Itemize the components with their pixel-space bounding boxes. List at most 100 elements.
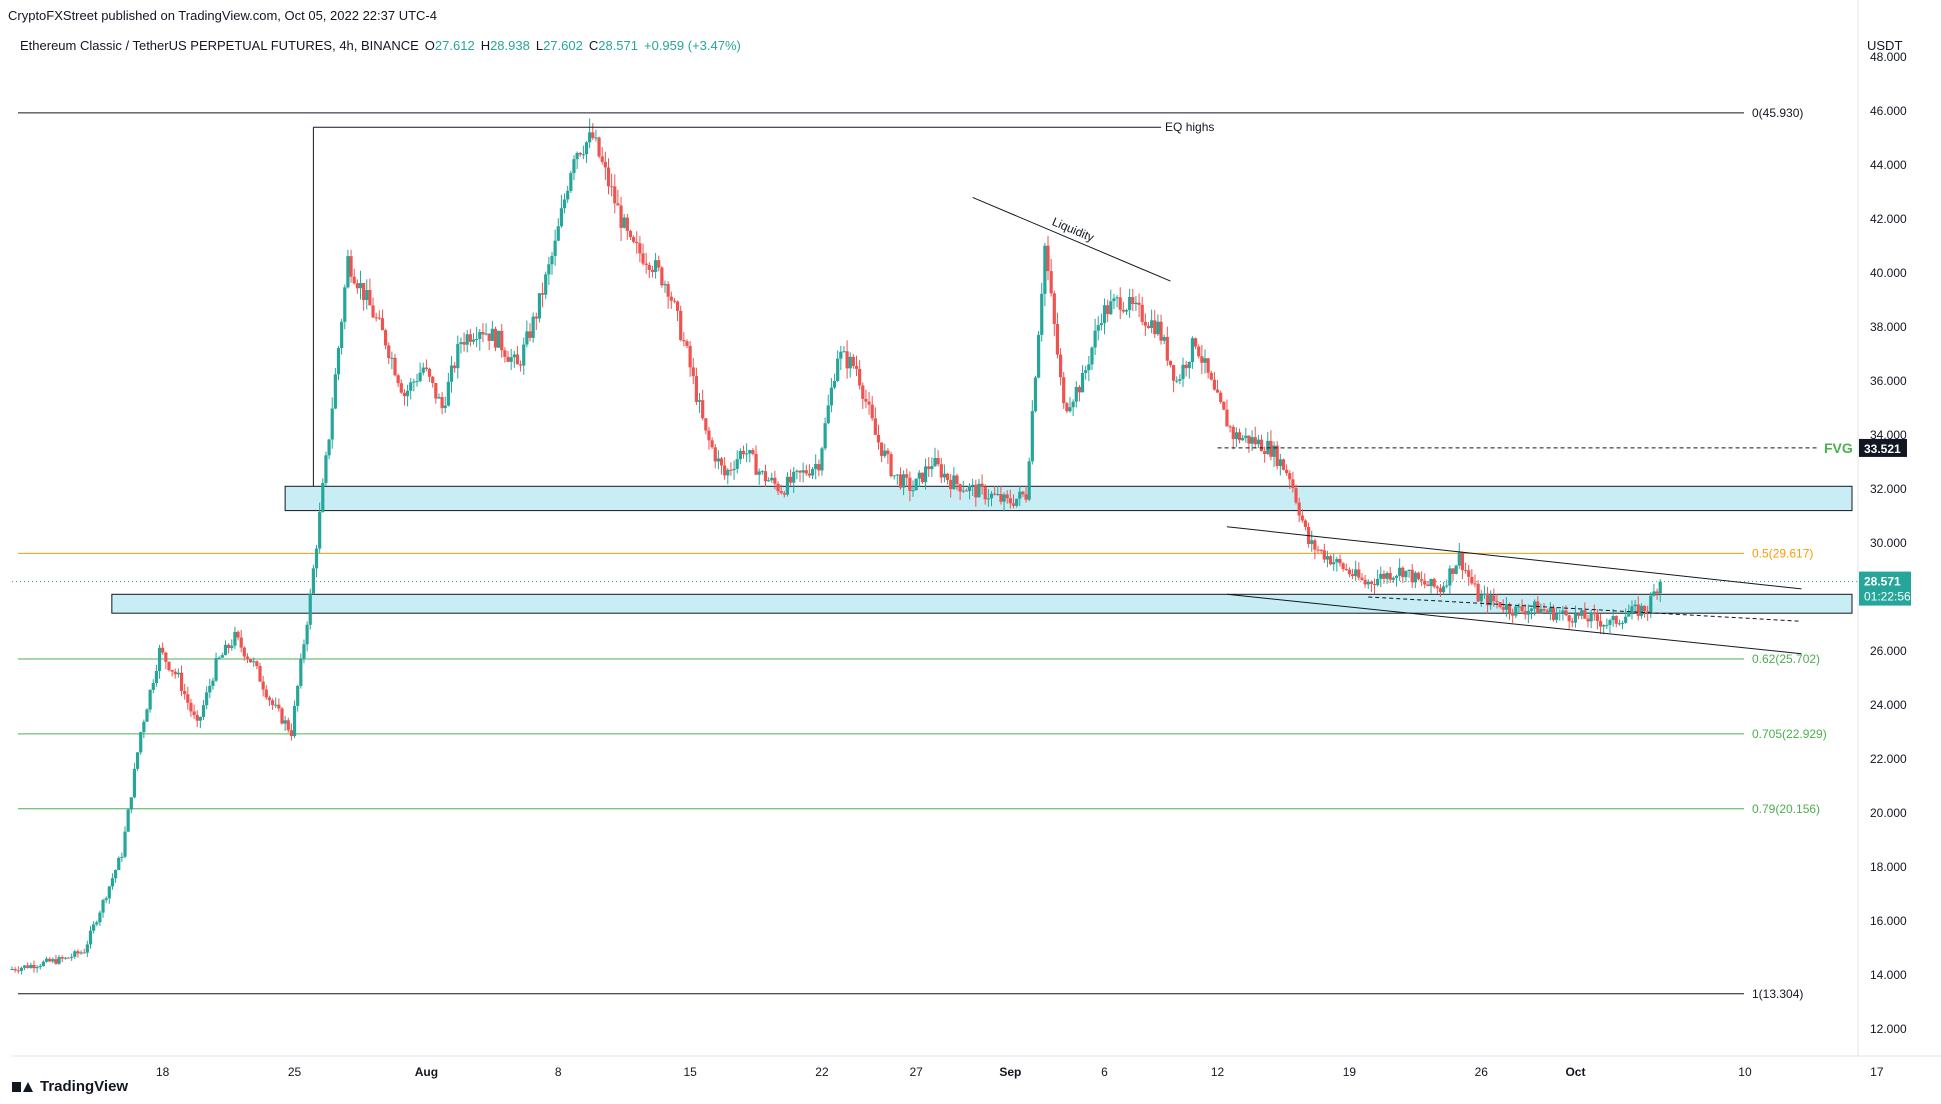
candle [233,626,237,650]
candle-body [1150,320,1154,328]
candle-body [346,256,350,288]
candle [35,964,39,973]
candle-body [732,468,736,471]
candle [1652,583,1656,597]
candle-body [657,260,661,268]
x-tick-label: 10 [1738,1065,1752,1079]
candle-body [236,631,240,638]
candle-body [98,912,102,923]
candle [1448,565,1452,595]
candle [19,966,24,975]
candle [1002,492,1006,512]
candle [562,193,567,214]
candle [142,719,146,739]
candle-body [305,624,309,645]
candle-body [1460,552,1465,571]
candle [1467,564,1471,586]
candle [120,852,124,863]
candle-body [814,464,818,470]
candle [1150,309,1154,334]
candle [1253,426,1257,449]
candle-body [908,477,912,491]
candle [591,123,595,141]
candle-body [283,720,287,724]
candle-body [892,475,896,477]
candle [1495,594,1499,609]
candle-body [471,339,476,342]
candle-body [1313,540,1317,550]
candle [1382,570,1386,584]
candle [324,451,328,486]
candle-body [365,289,369,301]
tradingview-brand[interactable]: TradingView [12,1078,128,1095]
candle [308,588,312,630]
candle [801,462,805,483]
candle [446,372,450,407]
candle [735,450,739,474]
candle [955,473,959,491]
candle-body [318,511,322,549]
candle [515,346,520,365]
candle [1429,578,1433,594]
eq-highs-label: EQ highs [1165,120,1214,134]
candle [289,723,294,741]
candle-body [421,367,425,373]
candle-body [616,203,620,206]
currency-label: USDT [1867,38,1903,53]
candle [321,478,325,513]
candle [1297,497,1301,523]
candle-body [456,343,460,369]
candle-body [983,486,987,500]
candle-body [48,958,52,962]
candle [157,644,162,679]
candle-body [145,709,149,722]
candle-body [713,447,717,462]
candle [1115,295,1119,308]
candle [352,268,356,285]
candle-body [632,237,636,242]
candle [845,340,849,379]
candle-body [1504,604,1508,610]
candle-body [308,593,312,625]
candle [1037,331,1041,379]
candle [1212,371,1217,391]
candle [154,664,159,687]
candle [1102,298,1107,335]
candle-body [1244,435,1248,438]
candle [628,229,633,240]
x-tick-label: 25 [288,1065,302,1079]
candle [1624,608,1628,624]
candle [1190,336,1195,369]
candle [29,962,33,969]
candle-body [682,339,686,342]
candle-body [525,331,529,345]
candle [578,151,582,157]
open-value: 27.612 [434,38,475,53]
candle-body [252,661,256,663]
candle-body [453,365,457,369]
candle-body [468,334,472,342]
candle-body [977,483,981,498]
candle-body [1106,305,1110,315]
candle [101,898,105,918]
candle [1423,573,1427,589]
candle-body [1168,360,1173,366]
candle [362,282,366,311]
candle [493,326,498,352]
candle [729,462,733,476]
candle-body [641,253,645,264]
candle [1128,288,1132,318]
candle-body [299,658,303,686]
candle [1511,608,1515,623]
candle-body [1489,595,1493,606]
candle-body [861,385,865,399]
candle [1514,606,1518,619]
candle-body [1288,473,1292,480]
candle-body [1231,426,1235,440]
candle [1027,457,1031,502]
candle [600,147,604,165]
candle [387,342,391,365]
candle-body [1360,577,1364,580]
candle [694,367,699,406]
